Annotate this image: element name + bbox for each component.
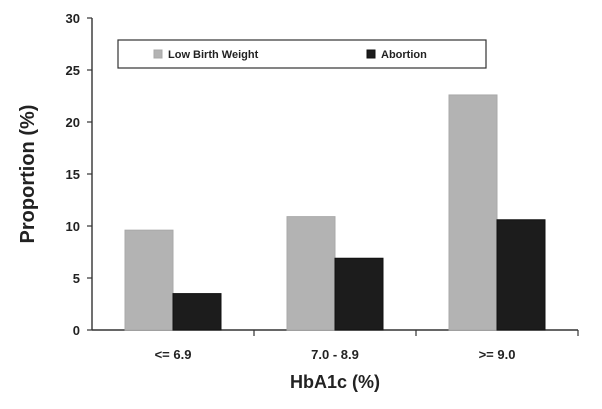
y-axis-label: Proportion (%) [17,105,39,244]
x-axis-label: HbA1c (%) [290,372,380,392]
legend-box [117,39,487,69]
bar-abortion [172,293,222,331]
x-tick-label: 7.0 - 8.9 [311,347,359,362]
bar-abortion [334,257,384,331]
legend-label: Low Birth Weight [168,49,259,61]
y-tick-label: 0 [73,323,80,338]
bar-low-birth-weight [124,229,174,331]
y-tick-label: 5 [73,271,80,286]
bar-low-birth-weight [286,216,336,331]
legend-swatch [153,49,163,59]
y-tick-label: 25 [66,63,80,78]
ticks-group: 0 5 10 15 20 25 30 <= 6.9 7.0 - 8.9 >= 9.0 [66,11,579,362]
x-tick-label: <= 6.9 [155,347,192,362]
legend: Low Birth Weight Abortion [117,39,487,69]
x-tick-label: >= 9.0 [479,347,516,362]
y-tick-label: 30 [66,11,80,26]
y-tick-label: 20 [66,115,80,130]
y-tick-label: 15 [66,167,80,182]
legend-label: Abortion [381,49,427,61]
legend-swatch [366,49,376,59]
bar-low-birth-weight [448,94,498,331]
axis-labels-group: Proportion (%) HbA1c (%) [17,105,380,392]
bars-group [124,94,546,331]
bar-abortion [496,219,546,331]
y-tick-label: 10 [66,219,80,234]
